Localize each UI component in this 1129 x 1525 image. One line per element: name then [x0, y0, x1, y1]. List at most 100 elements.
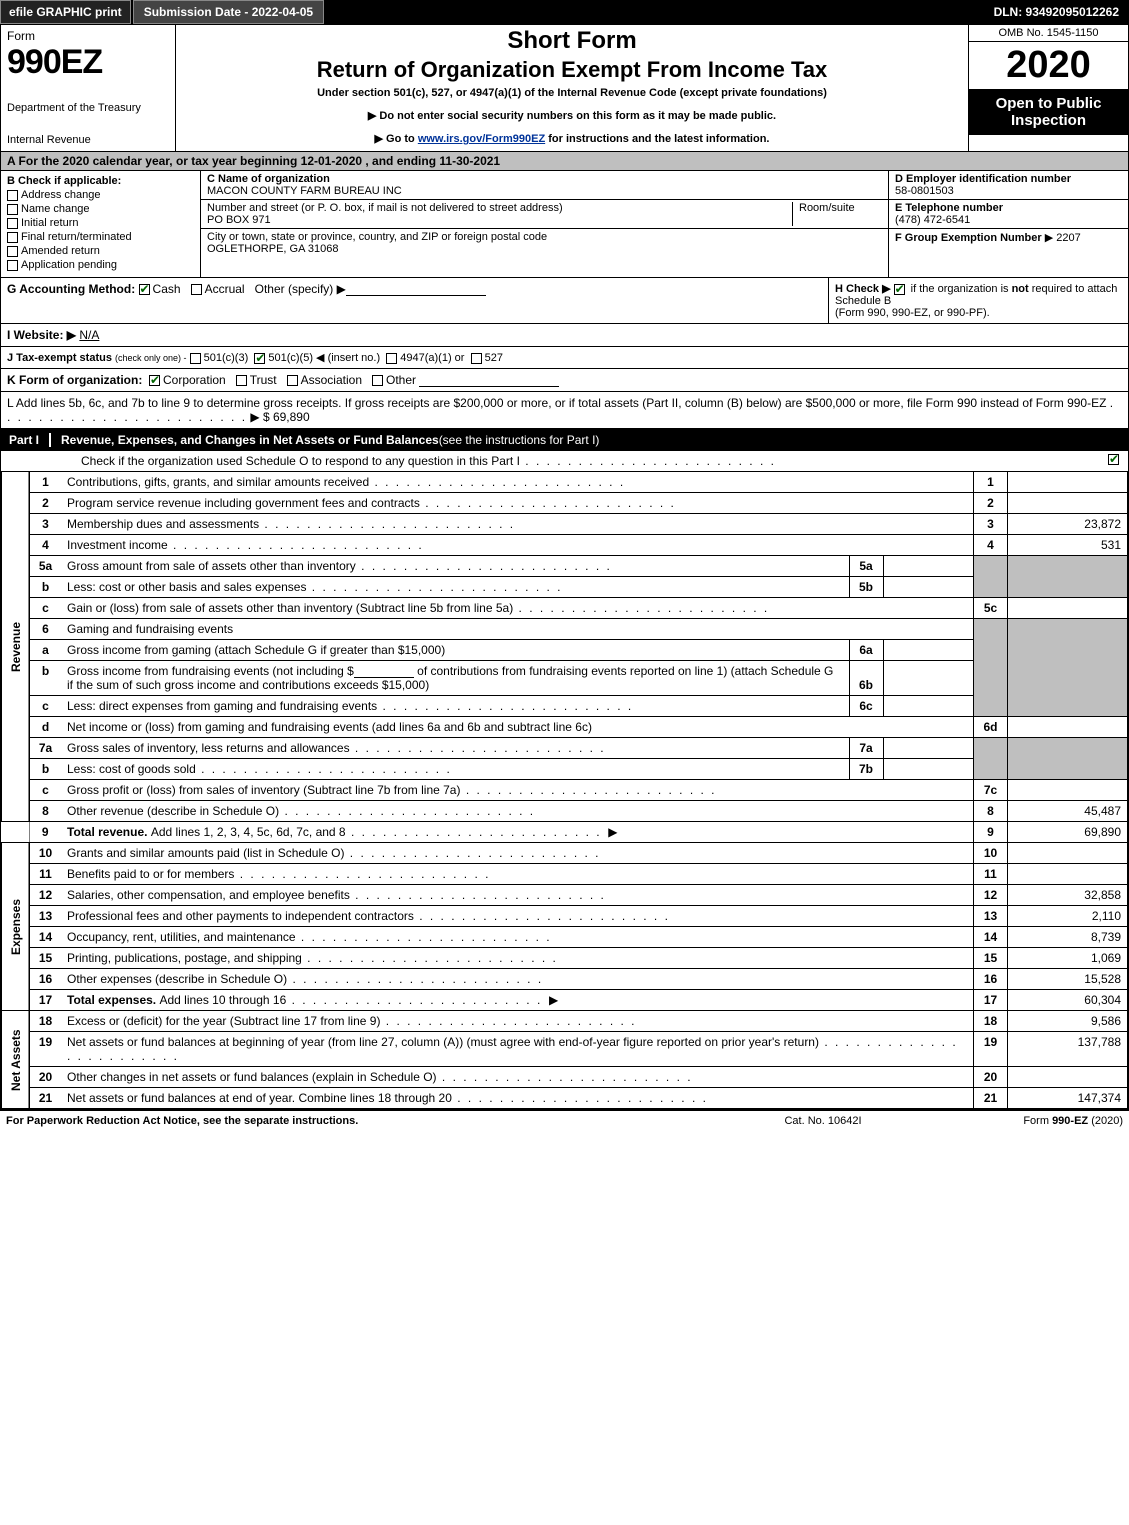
- r-3: 3: [974, 514, 1008, 535]
- amt-1: [1008, 472, 1128, 493]
- chk-name-change[interactable]: Name change: [7, 203, 194, 215]
- row-a-tax-year: A For the 2020 calendar year, or tax yea…: [0, 152, 1129, 171]
- goto-suffix: for instructions and the latest informat…: [545, 133, 769, 145]
- title-under-section: Under section 501(c), 527, or 4947(a)(1)…: [182, 87, 962, 99]
- ln-7c: c: [29, 780, 61, 801]
- ln-7b: b: [29, 759, 61, 780]
- r-14: 14: [974, 927, 1008, 948]
- ln-4: 4: [29, 535, 61, 556]
- chk-final-return[interactable]: Final return/terminated: [7, 231, 194, 243]
- r-13: 13: [974, 906, 1008, 927]
- desc-10: Grants and similar amounts paid (list in…: [61, 843, 974, 864]
- phone-value: (478) 472-6541: [895, 214, 1122, 226]
- chk-501c3[interactable]: [190, 353, 201, 364]
- irs-link[interactable]: www.irs.gov/Form990EZ: [418, 133, 545, 145]
- info-block: B Check if applicable: Address change Na…: [0, 171, 1129, 278]
- sub-6b: 6b: [849, 661, 883, 695]
- submission-date: Submission Date - 2022-04-05: [133, 0, 324, 24]
- desc-15: Printing, publications, postage, and shi…: [61, 948, 974, 969]
- footer-paperwork: For Paperwork Reduction Act Notice, see …: [6, 1115, 723, 1127]
- k-label: K Form of organization:: [7, 373, 142, 387]
- chk-other-org[interactable]: [372, 375, 383, 386]
- subval-5b: [883, 577, 973, 597]
- ln-7a: 7a: [29, 738, 61, 759]
- opt-cash: Cash: [153, 282, 181, 296]
- desc-5a-wrap: Gross amount from sale of assets other t…: [61, 556, 974, 577]
- sub-6a: 6a: [849, 640, 883, 660]
- part-i-header: Part I Revenue, Expenses, and Changes in…: [1, 429, 1128, 451]
- amt-17: 60,304: [1008, 990, 1128, 1011]
- other-org-input[interactable]: [419, 374, 559, 387]
- row-l: L Add lines 5b, 6c, and 7b to line 9 to …: [0, 392, 1129, 429]
- j-label: J Tax-exempt status: [7, 352, 112, 364]
- chk-address-change[interactable]: Address change: [7, 189, 194, 201]
- r-21: 21: [974, 1088, 1008, 1109]
- chk-application-pending[interactable]: Application pending: [7, 259, 194, 271]
- chk-corporation[interactable]: [149, 375, 160, 386]
- r-9: 9: [974, 822, 1008, 843]
- ln-15: 15: [29, 948, 61, 969]
- shade-5v: [1008, 556, 1128, 598]
- chk-accrual[interactable]: [191, 284, 202, 295]
- part-i-check-text: Check if the organization used Schedule …: [81, 454, 1108, 468]
- chk-schedule-o-used[interactable]: [1108, 454, 1119, 465]
- amt-7c: [1008, 780, 1128, 801]
- ln-6c: c: [29, 696, 61, 717]
- chk-527[interactable]: [471, 353, 482, 364]
- c-street-label: Number and street (or P. O. box, if mail…: [207, 202, 563, 214]
- ln-6a: a: [29, 640, 61, 661]
- ln-5b: b: [29, 577, 61, 598]
- h-text3: (Form 990, 990-EZ, or 990-PF).: [835, 307, 990, 319]
- chk-4947[interactable]: [386, 353, 397, 364]
- desc-18: Excess or (deficit) for the year (Subtra…: [61, 1011, 974, 1032]
- header-left: Form 990EZ Department of the Treasury In…: [1, 25, 176, 151]
- amt-14: 8,739: [1008, 927, 1128, 948]
- h-not: not: [1012, 283, 1029, 295]
- desc-7b-wrap: Less: cost of goods sold 7b: [61, 759, 974, 780]
- form-number: 990EZ: [7, 43, 169, 82]
- chk-association[interactable]: [287, 375, 298, 386]
- desc-3: Membership dues and assessments: [61, 514, 974, 535]
- subval-7b: [883, 759, 973, 779]
- chk-cash[interactable]: [139, 284, 150, 295]
- chk-schedule-b-not-required[interactable]: [894, 284, 905, 295]
- side-expenses: Expenses: [2, 843, 30, 1011]
- shade-6v: [1008, 619, 1128, 717]
- desc-17: Total expenses. Add lines 10 through 16 …: [61, 990, 974, 1011]
- d-ein-label: D Employer identification number: [895, 173, 1122, 185]
- r-17: 17: [974, 990, 1008, 1011]
- desc-5c: Gain or (loss) from sale of assets other…: [61, 598, 974, 619]
- tax-year: 2020: [969, 42, 1128, 89]
- sub-5a: 5a: [849, 556, 883, 576]
- footer-catno: Cat. No. 10642I: [723, 1115, 923, 1127]
- desc-5b: Less: cost or other basis and sales expe…: [61, 577, 849, 597]
- efile-print-button[interactable]: efile GRAPHIC print: [0, 0, 131, 24]
- amt-18: 9,586: [1008, 1011, 1128, 1032]
- ln-12: 12: [29, 885, 61, 906]
- ln-20: 20: [29, 1067, 61, 1088]
- amt-11: [1008, 864, 1128, 885]
- gross-receipts-value: 69,890: [273, 410, 310, 424]
- opt-501c-a: 501(c)(: [268, 352, 303, 364]
- opt-association: Association: [301, 373, 362, 387]
- chk-trust[interactable]: [236, 375, 247, 386]
- other-specify-input[interactable]: [346, 283, 486, 296]
- contrib-amount-input[interactable]: [354, 665, 414, 678]
- room-suite-label: Room/suite: [792, 202, 882, 226]
- desc-6d: Net income or (loss) from gaming and fun…: [61, 717, 974, 738]
- c-city-label: City or town, state or province, country…: [207, 231, 547, 243]
- amt-3: 23,872: [1008, 514, 1128, 535]
- ln-19: 19: [29, 1032, 61, 1067]
- side-net-assets: Net Assets: [2, 1011, 30, 1109]
- desc-6a-wrap: Gross income from gaming (attach Schedul…: [61, 640, 974, 661]
- chk-501c[interactable]: [254, 353, 265, 364]
- chk-amended-return[interactable]: Amended return: [7, 245, 194, 257]
- part-i-wrapper: Part I Revenue, Expenses, and Changes in…: [0, 429, 1129, 1110]
- r-18: 18: [974, 1011, 1008, 1032]
- ln-6b: b: [29, 661, 61, 696]
- desc-7a-wrap: Gross sales of inventory, less returns a…: [61, 738, 974, 759]
- ln-3: 3: [29, 514, 61, 535]
- chk-initial-return[interactable]: Initial return: [7, 217, 194, 229]
- ln-1: 1: [29, 472, 61, 493]
- shade-5: [974, 556, 1008, 598]
